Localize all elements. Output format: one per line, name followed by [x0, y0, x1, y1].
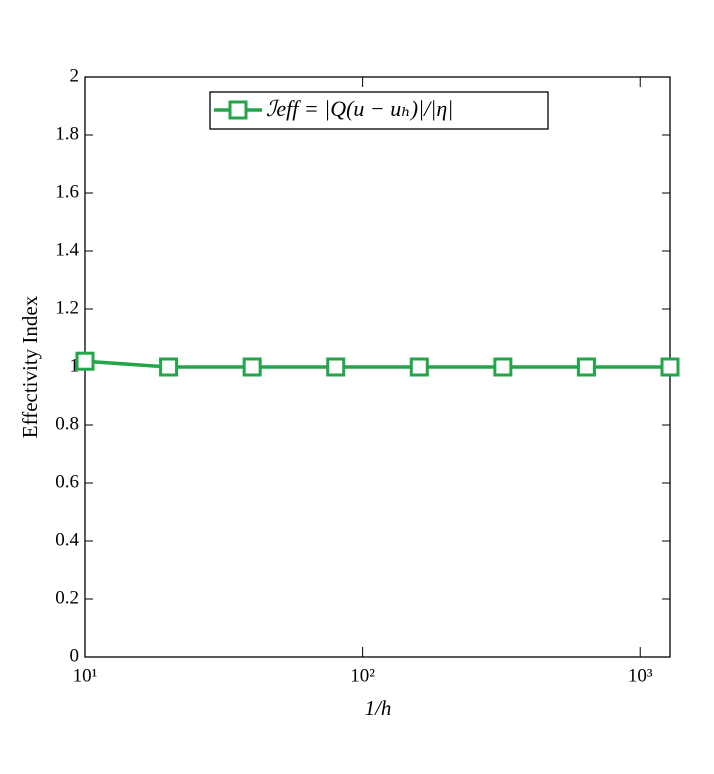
y-tick-label: 0.8 — [55, 413, 79, 434]
legend-marker — [228, 100, 248, 120]
marker — [660, 357, 680, 377]
x-tick-label: 10³ — [628, 665, 653, 686]
x-tick-label: 10² — [350, 665, 375, 686]
series-line — [84, 359, 670, 369]
y-tick-label: 0.4 — [55, 529, 79, 550]
y-tick-label: 1.8 — [55, 123, 79, 144]
x-axis-label: 1/h — [365, 696, 392, 720]
y-tick-label: 1.2 — [55, 297, 79, 318]
legend-label: ℐeff = |Q(u − uₕ)|/|η| — [266, 96, 453, 121]
y-tick-label: 2 — [70, 65, 80, 86]
x-tick-label: 10¹ — [73, 665, 98, 686]
marker — [75, 351, 95, 371]
marker — [242, 357, 262, 377]
marker — [409, 357, 429, 377]
y-tick-label: 1.4 — [55, 239, 79, 260]
y-tick-label: 0.2 — [55, 587, 79, 608]
y-tick-label: 0.6 — [55, 471, 79, 492]
marker — [576, 357, 596, 377]
y-tick-label: 0 — [70, 645, 80, 666]
marker — [326, 357, 346, 377]
marker — [493, 357, 513, 377]
marker — [159, 357, 179, 377]
y-tick-label: 1 — [70, 355, 80, 376]
y-axis-label: Effectivity Index — [18, 295, 42, 438]
legend-box — [209, 91, 549, 130]
y-tick-label: 1.6 — [55, 181, 79, 202]
